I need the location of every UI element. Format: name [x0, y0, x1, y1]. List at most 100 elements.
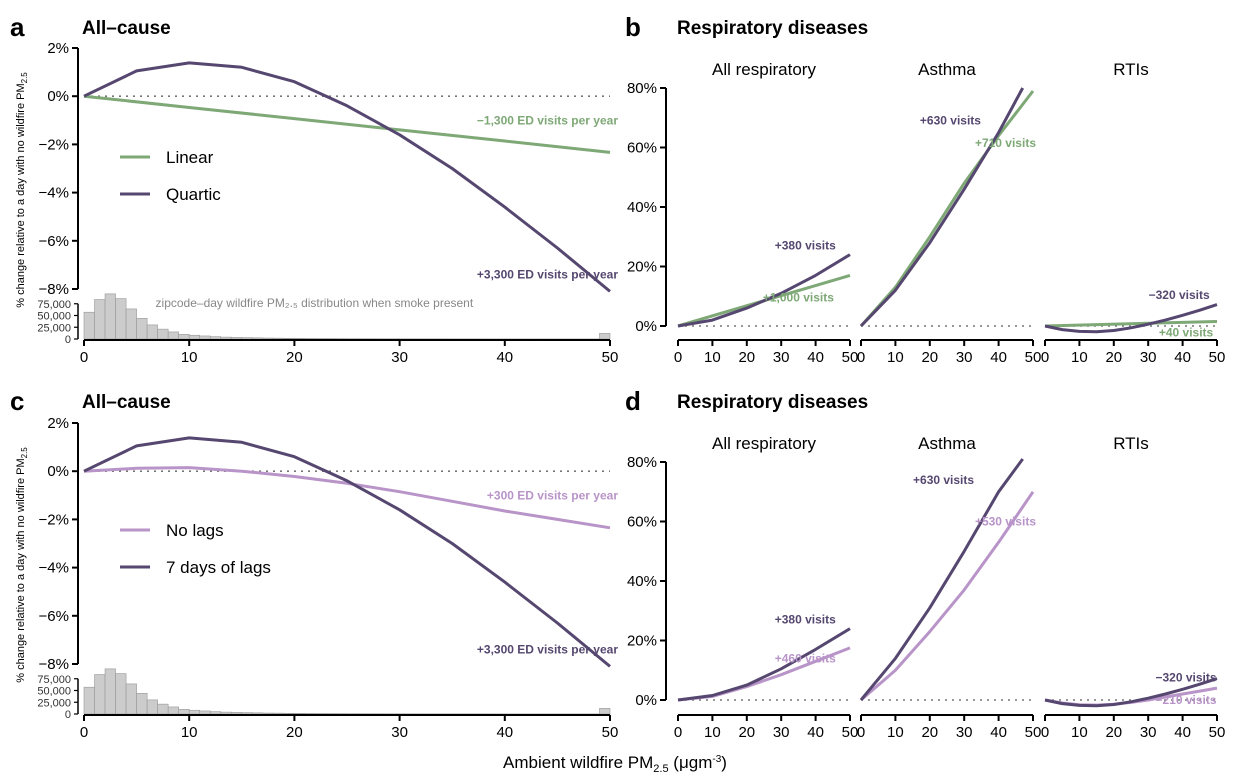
- x-tick-label: 30: [773, 724, 790, 741]
- y-axis-label-subscript: 2.5: [20, 72, 29, 84]
- y-axis-label: % change relative to a day with no wildf…: [15, 447, 29, 683]
- series-line-1: [859, 87, 1025, 328]
- histogram-bar: [252, 712, 264, 715]
- x-tick-label: 30: [1140, 349, 1157, 366]
- histogram-bar: [262, 337, 274, 340]
- facet-title: Asthma: [918, 434, 976, 453]
- histogram-bar: [241, 712, 253, 715]
- legend-label: 7 days of lags: [166, 558, 271, 577]
- x-tick-label: 20: [1105, 349, 1122, 366]
- x-tick-label: 0: [674, 724, 682, 741]
- y-tick-label: 60%: [627, 140, 657, 157]
- x-tick-label: 30: [956, 724, 973, 741]
- series-line-0: [859, 90, 1035, 327]
- facet-title: RTIs: [1113, 434, 1149, 453]
- annotation: +40 visits: [1159, 326, 1214, 340]
- y-tick-label: 40%: [627, 199, 657, 216]
- annotation: +380 visits: [775, 613, 836, 627]
- x-tick-label: 10: [887, 724, 904, 741]
- annotation: −1,300 ED visits per year: [477, 113, 618, 127]
- hist-y-tick-label: 25,000: [37, 697, 71, 709]
- series-line-0: [1044, 320, 1218, 328]
- y-tick-label: 0%: [635, 692, 657, 709]
- x-tick-label: 10: [704, 724, 721, 741]
- y-tick-label: −6%: [39, 233, 69, 250]
- y-axis-label: % change relative to a day with no wildf…: [15, 72, 29, 308]
- histogram-bar: [94, 674, 106, 715]
- histogram-bar: [115, 673, 127, 715]
- x-tick-label: 50: [1209, 724, 1226, 741]
- series-line-1: [677, 627, 851, 702]
- hist-y-tick-label: 0: [65, 334, 71, 346]
- x-tick-label: 10: [704, 349, 721, 366]
- histogram-bar: [199, 710, 211, 715]
- annotation: −320 visits: [1156, 671, 1217, 685]
- facet-0: All respiratory 0 10 20 30 40 50 +380 visits +46…: [674, 434, 859, 741]
- x-tick-label: 50: [1025, 349, 1042, 366]
- legend-label: No lags: [166, 521, 224, 540]
- histogram-bar: [599, 708, 611, 715]
- x-tick-label: 10: [1071, 349, 1088, 366]
- histogram-bar: [83, 686, 95, 715]
- x-tick-label: 40: [496, 349, 513, 366]
- x-tick-label: 30: [956, 349, 973, 366]
- x-tick-label: 30: [391, 349, 408, 366]
- histogram-bar: [273, 712, 285, 715]
- histogram-label: zipcode–day wildfire PM₂.₅ distribution …: [156, 296, 474, 310]
- annotation: +460 visits: [775, 651, 836, 665]
- histogram-bar: [599, 333, 611, 340]
- y-tick-label: 20%: [627, 259, 657, 276]
- y-axis-label-main: % change relative to a day with no wildf…: [15, 458, 27, 682]
- series-line-1: [677, 253, 851, 328]
- histogram-bar: [146, 699, 158, 715]
- x-tick-label: 20: [286, 724, 303, 741]
- y-axis-label-subscript: 2.5: [20, 447, 29, 459]
- histogram-bar: [167, 331, 179, 340]
- panel-d: d Respiratory diseases 80% 60% 40% 20% 0% All r…: [625, 386, 1225, 741]
- x-tick-label: 50: [602, 724, 619, 741]
- facet-2: RTIs 0 10 20 30 40 50 −320 visits +40 visits: [1041, 60, 1226, 366]
- panel-title: Respiratory diseases: [677, 392, 868, 413]
- y-tick-label: −4%: [39, 560, 69, 577]
- histogram-bar: [220, 711, 232, 715]
- panel-letter: b: [625, 12, 641, 42]
- histogram-bar: [304, 338, 316, 340]
- series-line-1: [1044, 677, 1218, 708]
- x-tick-label: 0: [857, 724, 865, 741]
- facet-title: Asthma: [918, 60, 976, 79]
- x-tick-label: 30: [1140, 724, 1157, 741]
- histogram-bar: [241, 337, 253, 340]
- histogram-bar: [262, 712, 274, 715]
- x-tick-label: 50: [1025, 724, 1042, 741]
- legend-label: Quartic: [166, 185, 221, 204]
- legend-label: Linear: [166, 148, 214, 167]
- histogram-bar: [188, 709, 201, 715]
- x-tick-label: 40: [807, 349, 824, 366]
- x-tick-label: 40: [807, 724, 824, 741]
- hist-y-tick-label: 0: [65, 709, 71, 721]
- histogram-bar: [136, 693, 148, 715]
- facet-0: All respiratory 0 10 20 30 40 50 +380 visits +1,…: [674, 60, 859, 366]
- series-line-1: [83, 61, 611, 293]
- histogram-bar: [220, 336, 232, 340]
- panel-title: All–cause: [82, 392, 171, 413]
- panel-c: c All–cause 2% 0% −2% −4% −6% −8%75,00050,00025…: [10, 386, 618, 741]
- histogram-bar: [104, 293, 116, 340]
- x-tick-label: 20: [1105, 724, 1122, 741]
- panel-letter: d: [625, 386, 641, 416]
- histogram-bar: [199, 335, 211, 340]
- y-tick-label: 20%: [627, 633, 657, 650]
- histogram-bar: [273, 337, 285, 340]
- histogram-bar: [157, 703, 169, 715]
- x-tick-label: 10: [887, 349, 904, 366]
- x-tick-label: 40: [990, 349, 1007, 366]
- y-tick-label: −2%: [39, 136, 69, 153]
- x-tick-label: 0: [1041, 349, 1049, 366]
- y-tick-label: −8%: [39, 281, 69, 298]
- series-line-0: [83, 466, 611, 530]
- series-line-0: [83, 94, 611, 154]
- series-line-1: [83, 436, 611, 668]
- x-tick-label: 30: [773, 349, 790, 366]
- histogram-bar: [136, 318, 148, 340]
- x-tick-label: 40: [496, 724, 513, 741]
